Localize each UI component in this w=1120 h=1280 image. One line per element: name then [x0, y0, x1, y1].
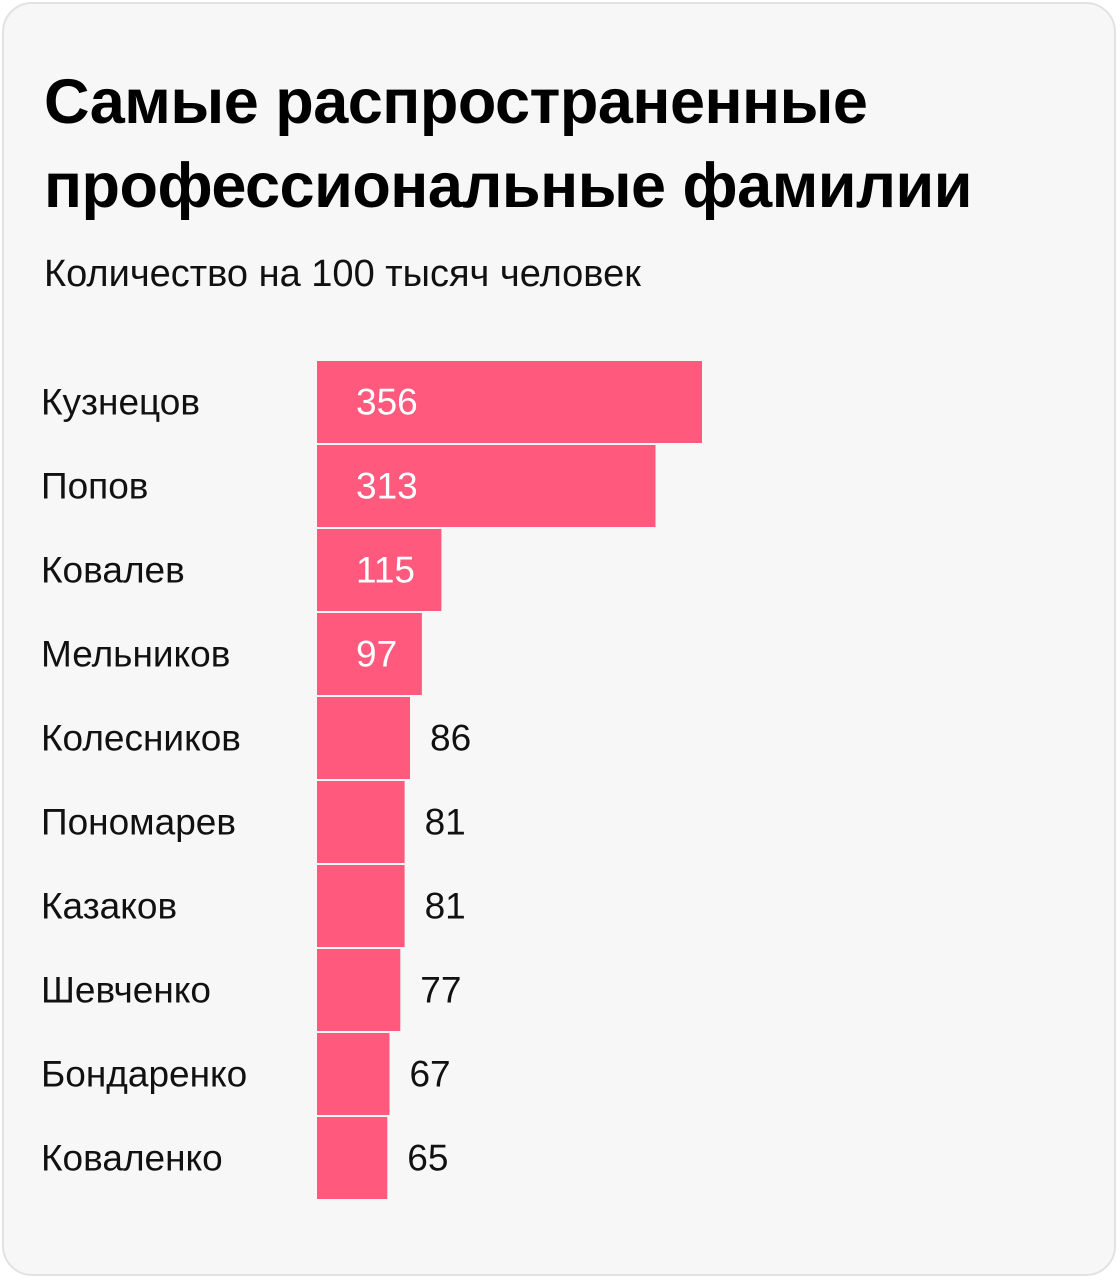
category-label: Казаков [41, 886, 177, 927]
category-label: Кузнецов [41, 382, 200, 423]
category-label: Попов [41, 466, 148, 507]
chart-subtitle: Количество на 100 тысяч человек [44, 253, 641, 295]
value-label: 97 [356, 634, 397, 675]
category-label: Коваленко [41, 1138, 223, 1179]
value-label: 115 [356, 550, 415, 591]
category-label: Колесников [41, 718, 241, 759]
value-label: 77 [420, 970, 461, 1011]
bar [317, 697, 410, 779]
bar [317, 613, 422, 695]
category-label: Пономарев [41, 802, 236, 843]
value-label: 356 [356, 382, 418, 423]
value-label: 81 [425, 802, 466, 843]
bar [317, 781, 405, 863]
bar [317, 1033, 390, 1115]
bar [317, 1117, 388, 1199]
value-label: 81 [425, 886, 466, 927]
value-label: 65 [407, 1138, 448, 1179]
category-label: Ковалев [41, 550, 185, 591]
bar [317, 361, 702, 443]
category-label: Мельников [41, 634, 230, 675]
value-label: 86 [430, 718, 471, 759]
category-label: Бондаренко [41, 1054, 247, 1095]
bar [317, 529, 442, 611]
value-label: 313 [356, 466, 418, 507]
bar [317, 865, 405, 947]
bar [317, 949, 401, 1031]
chart-title: Самые распространенные профессиональные … [44, 67, 973, 221]
category-label: Шевченко [41, 970, 211, 1011]
bar [317, 445, 656, 527]
value-label: 67 [409, 1054, 450, 1095]
